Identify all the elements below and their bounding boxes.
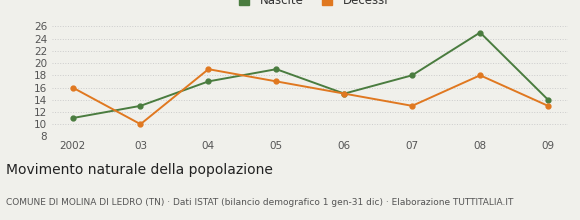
Text: Movimento naturale della popolazione: Movimento naturale della popolazione [6, 163, 273, 177]
Text: COMUNE DI MOLINA DI LEDRO (TN) · Dati ISTAT (bilancio demografico 1 gen-31 dic) : COMUNE DI MOLINA DI LEDRO (TN) · Dati IS… [6, 198, 513, 207]
Legend: Nascite, Decessi: Nascite, Decessi [228, 0, 393, 12]
